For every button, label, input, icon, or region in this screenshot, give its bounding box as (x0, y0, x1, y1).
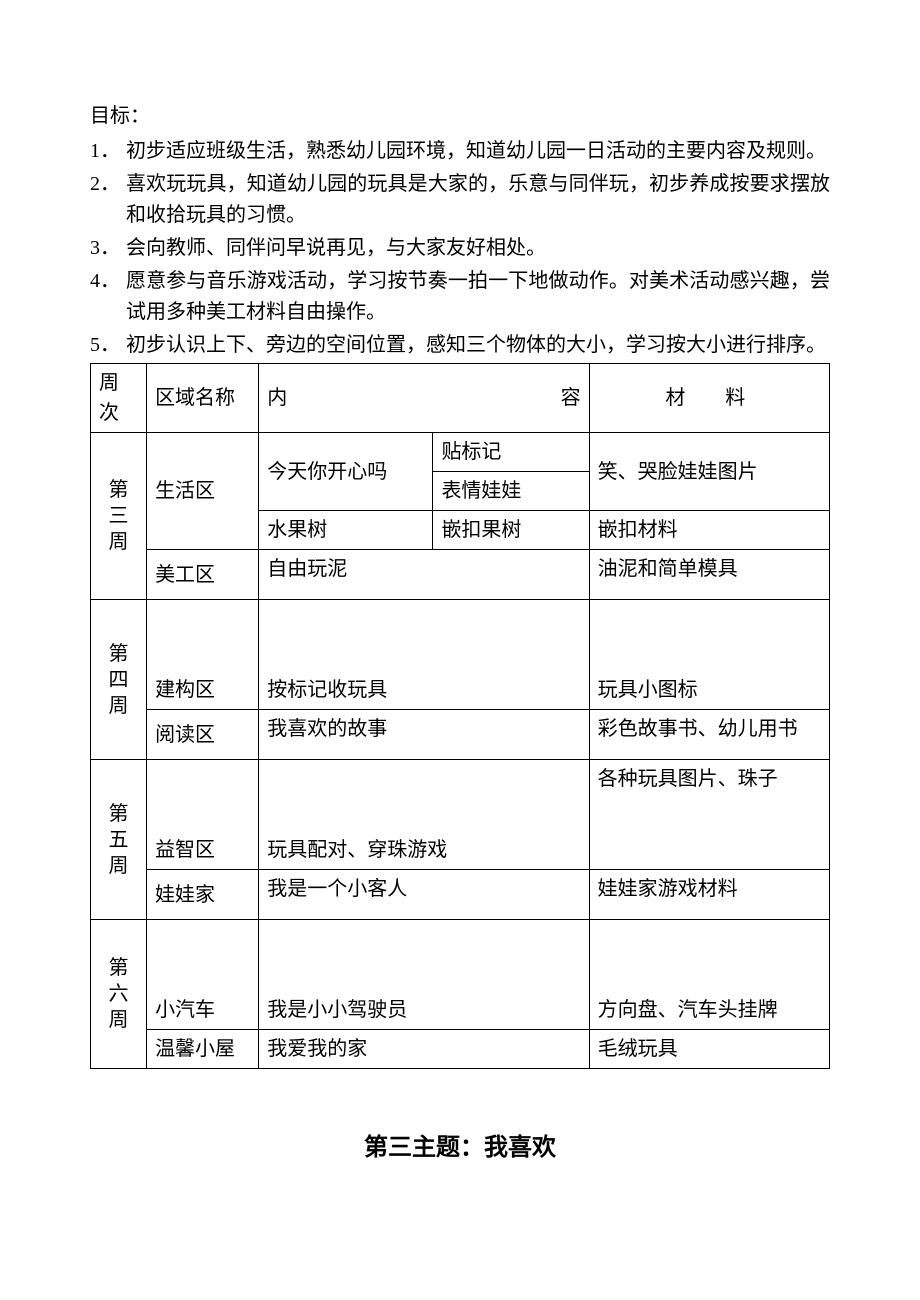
zone-cell: 娃娃家 (147, 870, 259, 920)
goal-text: 会向教师、同伴问早说再见，与大家友好相处。 (126, 233, 830, 264)
header-zone: 区域名称 (147, 364, 259, 433)
header-content: 内容 (259, 364, 589, 433)
zone-cell: 温馨小屋 (147, 1030, 259, 1069)
goal-number: 3． (90, 233, 126, 264)
content-cell: 我喜欢的故事 (259, 710, 589, 760)
goal-item: 4． 愿意参与音乐游戏活动，学习按节奏一拍一下地做动作。对美术活动感兴趣，尝试用… (90, 266, 830, 328)
content-cell: 今天你开心吗 (259, 433, 433, 511)
material-cell: 笑、哭脸娃娃图片 (589, 433, 829, 511)
zone-cell: 小汽车 (147, 920, 259, 1030)
content-cell: 贴标记 (433, 433, 589, 472)
content-cell: 按标记收玩具 (259, 600, 589, 710)
table-row: 第五周 益智区 玩具配对、穿珠游戏 各种玩具图片、珠子 (91, 760, 830, 870)
content-cell: 玩具配对、穿珠游戏 (259, 760, 589, 870)
table-row: 阅读区 我喜欢的故事 彩色故事书、幼儿用书 (91, 710, 830, 760)
goal-item: 5． 初步认识上下、旁边的空间位置，感知三个物体的大小，学习按大小进行排序。 (90, 330, 830, 361)
activity-table: 周次 区域名称 内容 材料 第三周 生活区 今天你开心吗 贴标记 笑、哭脸娃娃图… (90, 363, 830, 1069)
goal-item: 3． 会向教师、同伴问早说再见，与大家友好相处。 (90, 233, 830, 264)
goal-text: 喜欢玩玩具，知道幼儿园的玩具是大家的，乐意与同伴玩，初步养成按要求摆放和收拾玩具… (126, 169, 830, 231)
material-cell: 娃娃家游戏材料 (589, 870, 829, 920)
table-row: 温馨小屋 我爱我的家 毛绒玩具 (91, 1030, 830, 1069)
header-week: 周次 (91, 364, 147, 433)
goal-number: 5． (90, 330, 126, 361)
material-cell: 方向盘、汽车头挂牌 (589, 920, 829, 1030)
header-material: 材料 (589, 364, 829, 433)
goal-item: 1． 初步适应班级生活，熟悉幼儿园环境，知道幼儿园一日活动的主要内容及规则。 (90, 136, 830, 167)
material-cell: 毛绒玩具 (589, 1030, 829, 1069)
table-row: 第三周 生活区 今天你开心吗 贴标记 笑、哭脸娃娃图片 (91, 433, 830, 472)
zone-cell: 生活区 (147, 433, 259, 550)
table-row: 第六周 小汽车 我是小小驾驶员 方向盘、汽车头挂牌 (91, 920, 830, 1030)
week-cell: 第三周 (91, 433, 147, 600)
material-cell: 彩色故事书、幼儿用书 (589, 710, 829, 760)
content-cell: 我是一个小客人 (259, 870, 589, 920)
material-cell: 各种玩具图片、珠子 (589, 760, 829, 870)
content-cell: 自由玩泥 (259, 550, 589, 600)
material-cell: 嵌扣材料 (589, 511, 829, 550)
content-cell: 我是小小驾驶员 (259, 920, 589, 1030)
goal-number: 1． (90, 136, 126, 167)
zone-cell: 阅读区 (147, 710, 259, 760)
content-cell: 嵌扣果树 (433, 511, 589, 550)
material-cell: 玩具小图标 (589, 600, 829, 710)
material-cell: 油泥和简单模具 (589, 550, 829, 600)
zone-cell: 益智区 (147, 760, 259, 870)
goal-text: 愿意参与音乐游戏活动，学习按节奏一拍一下地做动作。对美术活动感兴趣，尝试用多种美… (126, 266, 830, 328)
table-header-row: 周次 区域名称 内容 材料 (91, 364, 830, 433)
content-cell: 我爱我的家 (259, 1030, 589, 1069)
table-row: 第四周 建构区 按标记收玩具 玩具小图标 (91, 600, 830, 710)
goal-text: 初步认识上下、旁边的空间位置，感知三个物体的大小，学习按大小进行排序。 (126, 330, 830, 361)
goal-number: 4． (90, 266, 126, 328)
content-cell: 表情娃娃 (433, 472, 589, 511)
goals-title: 目标： (90, 100, 830, 132)
zone-cell: 美工区 (147, 550, 259, 600)
table-row: 美工区 自由玩泥 油泥和简单模具 (91, 550, 830, 600)
table-row: 娃娃家 我是一个小客人 娃娃家游戏材料 (91, 870, 830, 920)
goal-text: 初步适应班级生活，熟悉幼儿园环境，知道幼儿园一日活动的主要内容及规则。 (126, 136, 830, 167)
goal-item: 2． 喜欢玩玩具，知道幼儿园的玩具是大家的，乐意与同伴玩，初步养成按要求摆放和收… (90, 169, 830, 231)
goal-number: 2． (90, 169, 126, 231)
week-cell: 第五周 (91, 760, 147, 920)
week-cell: 第四周 (91, 600, 147, 760)
content-cell: 水果树 (259, 511, 433, 550)
week-cell: 第六周 (91, 920, 147, 1069)
theme-heading: 第三主题：我喜欢 (90, 1129, 830, 1167)
zone-cell: 建构区 (147, 600, 259, 710)
